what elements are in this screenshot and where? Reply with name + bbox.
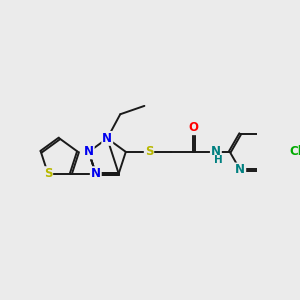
Text: N: N xyxy=(211,146,221,158)
Text: Cl: Cl xyxy=(290,146,300,158)
Text: S: S xyxy=(44,167,52,180)
Text: S: S xyxy=(145,146,153,158)
Text: N: N xyxy=(84,146,94,158)
Text: N: N xyxy=(235,164,245,176)
Text: O: O xyxy=(189,121,199,134)
Text: H: H xyxy=(214,155,223,165)
Text: N: N xyxy=(91,167,101,180)
Text: N: N xyxy=(102,132,112,145)
